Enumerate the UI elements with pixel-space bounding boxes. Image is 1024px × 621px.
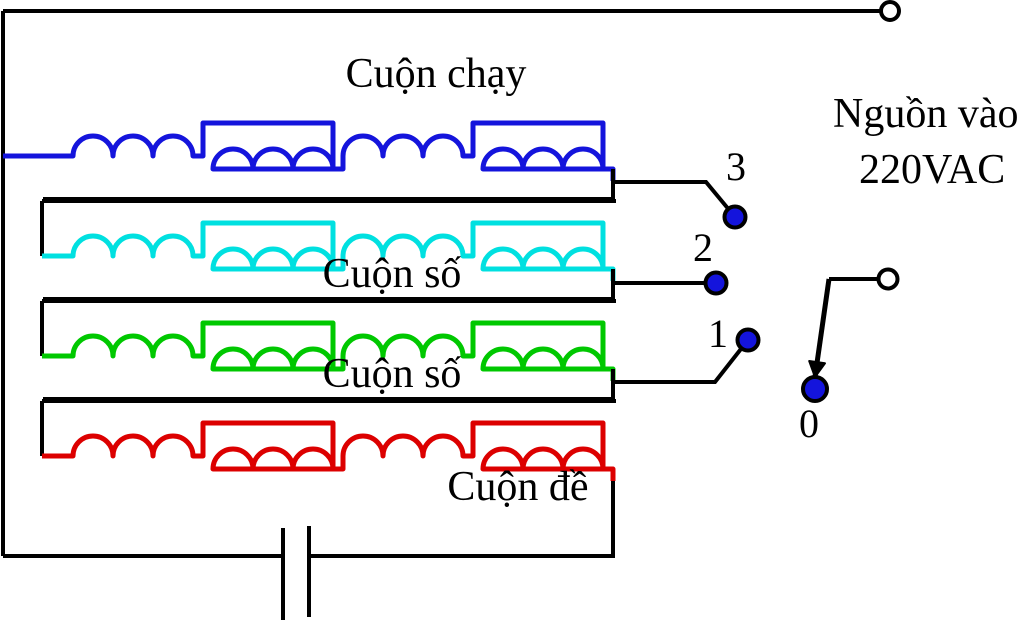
svg-text:Cuộn đề: Cuộn đề [447, 464, 588, 510]
svg-text:0: 0 [799, 401, 819, 446]
svg-text:Cuộn chạy: Cuộn chạy [346, 51, 527, 97]
svg-text:Nguồn vào: Nguồn vào [833, 91, 1018, 137]
svg-text:2: 2 [693, 225, 713, 270]
svg-text:1: 1 [708, 311, 728, 356]
svg-text:3: 3 [726, 144, 746, 189]
svg-text:Cuộn số: Cuộn số [323, 251, 462, 297]
svg-text:220VAC: 220VAC [859, 147, 1005, 193]
svg-text:Cuộn số: Cuộn số [323, 351, 462, 397]
